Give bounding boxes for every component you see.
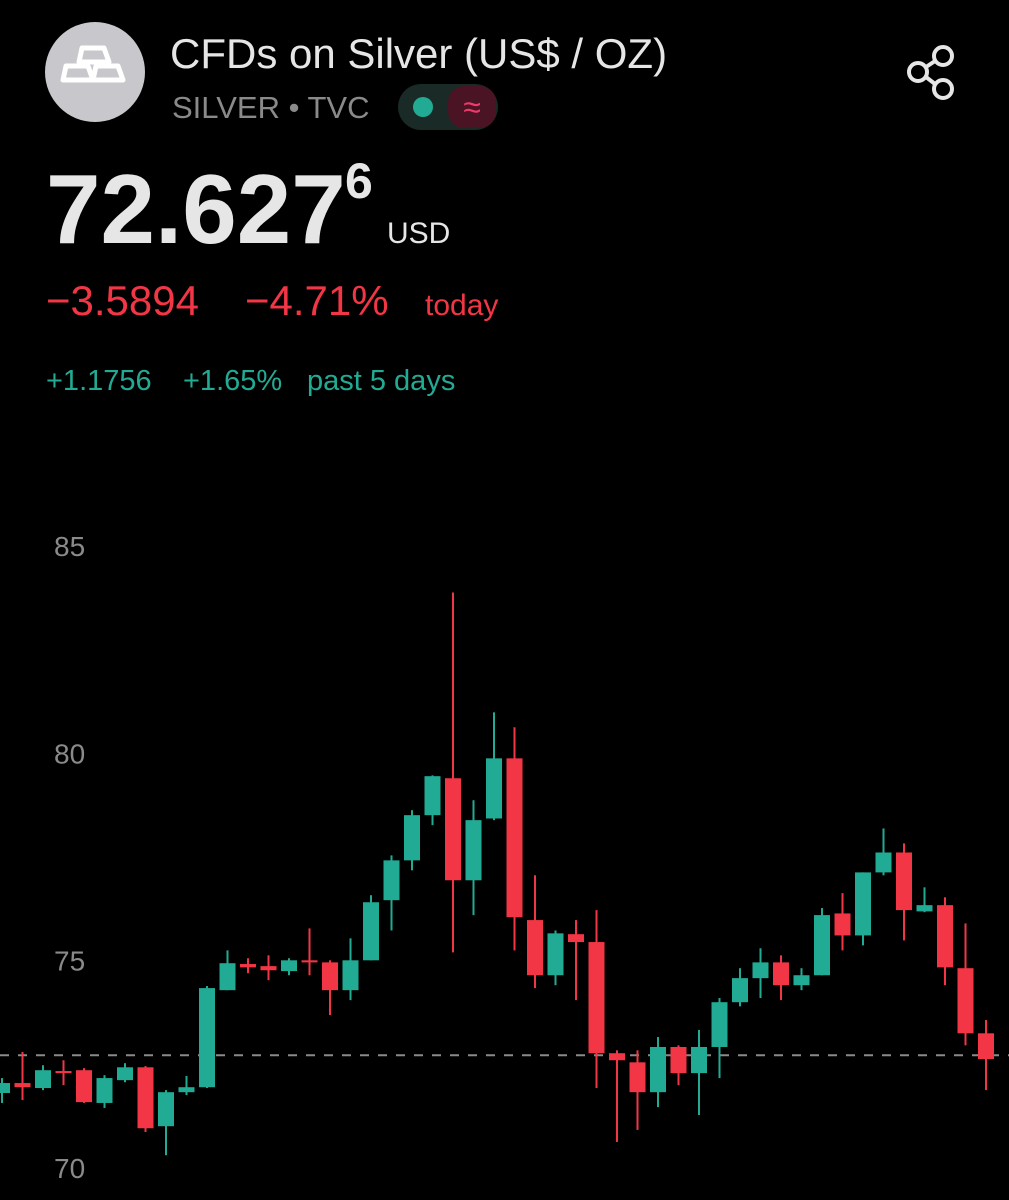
candle-body (383, 860, 400, 901)
candle-body (814, 915, 830, 976)
candle-body (137, 1067, 154, 1129)
candle-body (178, 1087, 195, 1093)
candle-body (793, 975, 810, 986)
candle-body (342, 960, 359, 991)
candle-body (855, 872, 871, 936)
candle-body (445, 778, 461, 881)
candle-body (568, 934, 584, 943)
candle-body (957, 968, 974, 1034)
candle-body (260, 966, 277, 971)
candle-body (404, 815, 420, 861)
change-5d: +1.1756 (46, 365, 152, 397)
candle-body (732, 978, 748, 1003)
y-tick-label: 80 (54, 738, 85, 769)
candle-body (301, 960, 318, 963)
candle-body (650, 1046, 666, 1093)
candle-body (117, 1067, 133, 1081)
title: CFDs on Silver (US$ / OZ) (170, 30, 667, 77)
y-tick-label: 85 (54, 531, 85, 562)
candle-body (506, 758, 523, 918)
candle-body (240, 964, 256, 968)
candle-body (322, 962, 338, 991)
candle-body (486, 758, 502, 819)
candle-body (937, 905, 953, 968)
candle-body (978, 1033, 994, 1060)
y-tick-label: 75 (54, 946, 85, 977)
candle-body (773, 962, 789, 986)
price: 72.627 (46, 154, 346, 264)
candle-body (834, 913, 851, 936)
candle-body (199, 988, 215, 1088)
candle-body (465, 820, 482, 881)
candle-body (424, 776, 441, 816)
change-5d-pct: +1.65% (183, 365, 282, 397)
candle-body (916, 905, 933, 912)
price-last-digit: 6 (345, 153, 373, 209)
candle-body (14, 1083, 31, 1088)
candle-body (752, 962, 769, 979)
subtitle: SILVER • TVC (172, 90, 370, 125)
y-tick-label: 70 (54, 1153, 85, 1184)
candle-body (219, 963, 236, 991)
share-button[interactable] (907, 45, 954, 100)
status-symbol: ≈ (463, 89, 481, 125)
candle-body (711, 1002, 728, 1047)
candle-body (55, 1071, 72, 1074)
candle-body (670, 1046, 687, 1074)
candle-body (588, 942, 605, 1054)
change-today: −3.5894 (46, 277, 199, 324)
candle-body (363, 902, 379, 961)
status-pill (398, 84, 498, 130)
symbol-icon (45, 22, 145, 122)
period-5d-label: past 5 days (307, 365, 455, 397)
candle-body (158, 1092, 174, 1127)
currency: USD (387, 217, 450, 250)
candle-body (76, 1070, 92, 1103)
candle-body (0, 1083, 10, 1094)
candle-body (527, 920, 543, 976)
candle-body (609, 1053, 625, 1061)
candle-body (691, 1046, 707, 1074)
candle-body (35, 1070, 51, 1089)
change-today-pct: −4.71% (245, 277, 389, 324)
candle-body (547, 933, 564, 976)
today-label: today (425, 289, 498, 322)
candle-body (281, 960, 297, 972)
candle-body (875, 852, 892, 873)
candle-body (629, 1062, 646, 1093)
candle-body (896, 852, 912, 911)
candle-body (96, 1078, 113, 1103)
